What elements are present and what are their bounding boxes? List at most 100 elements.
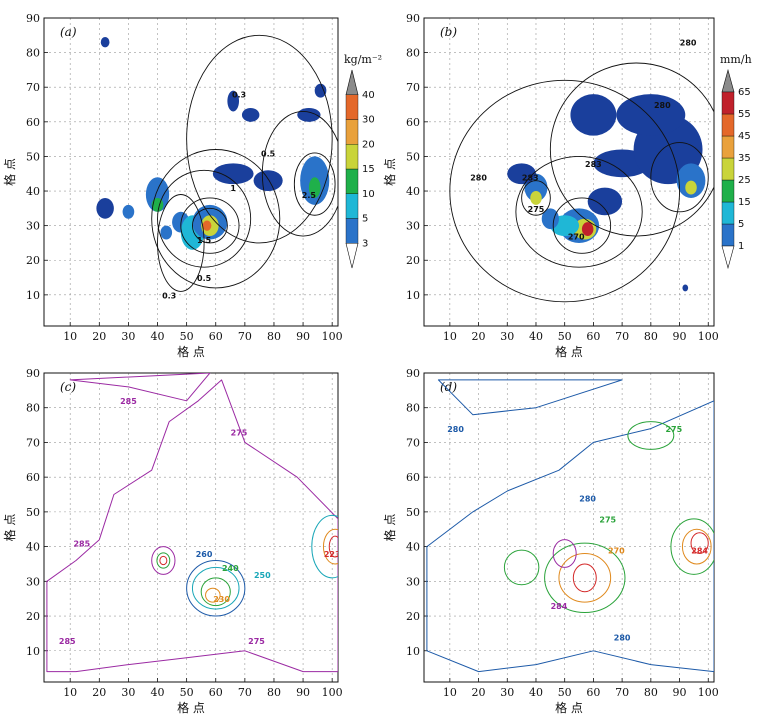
contour-line <box>544 542 626 614</box>
shaded-area <box>541 208 559 230</box>
colorbar-segment <box>721 135 735 159</box>
panel-label: (b) <box>440 25 457 39</box>
y-tick-label: 30 <box>406 220 420 233</box>
contour-line <box>46 379 338 673</box>
y-axis-label: 格 点 <box>2 514 17 542</box>
colorbar-segment <box>721 223 735 247</box>
x-tick-label: 70 <box>615 330 629 343</box>
panel-d: 10 20 30 40 50 60 70 80 90 100 10 20 30 40 50 60 70 80 90 格… <box>382 367 719 715</box>
colorbar-segment <box>345 168 359 194</box>
plot-frame <box>43 17 339 327</box>
contour-label: 280 <box>654 101 671 110</box>
colorbar-tick-label: 65 <box>738 87 751 98</box>
x-tick-label: 90 <box>673 330 687 343</box>
shaded-area <box>308 177 321 198</box>
colorbar-tick-label: 15 <box>362 164 375 175</box>
x-tick-label: 60 <box>586 330 600 343</box>
contour-line <box>192 207 228 244</box>
y-tick-label: 20 <box>26 610 40 623</box>
x-tick-label: 90 <box>296 686 310 699</box>
x-tick-label: 70 <box>238 686 252 699</box>
colorbar-segment <box>721 157 735 181</box>
y-tick-label: 10 <box>406 289 420 302</box>
x-tick-label: 100 <box>322 686 343 699</box>
contour-label: 283 <box>522 174 539 183</box>
shaded-area <box>160 225 173 240</box>
colorbar-bottom-arrow <box>345 242 359 269</box>
contour-line <box>151 546 176 575</box>
y-tick-label: 40 <box>406 541 420 554</box>
y-tick-label: 30 <box>406 575 420 588</box>
contour-line <box>186 34 333 244</box>
contour-line <box>426 400 714 673</box>
x-tick-label: 20 <box>472 686 486 699</box>
y-tick-label: 50 <box>26 150 40 163</box>
shaded-area <box>122 204 135 219</box>
x-tick-label: 60 <box>586 686 600 699</box>
x-tick-label: 10 <box>443 686 457 699</box>
y-axis-label: 格 点 <box>2 158 17 186</box>
x-tick-label: 80 <box>267 330 281 343</box>
contour-label: 275 <box>248 637 265 646</box>
shaded-area <box>145 177 170 212</box>
colorbar-unit: kg/m⁻² <box>344 53 382 66</box>
contour-label: 275 <box>528 205 545 214</box>
y-tick-label: 20 <box>406 254 420 267</box>
y-tick-label: 40 <box>26 185 40 198</box>
shaded-area <box>587 187 623 216</box>
contour-label: 0.5 <box>197 274 212 283</box>
colorbar-tick-label: 40 <box>362 90 375 101</box>
colorbar-segment <box>721 91 735 115</box>
contour-line <box>159 555 168 566</box>
plot-frame <box>43 372 339 683</box>
contour-line <box>261 111 338 237</box>
y-tick-label: 90 <box>406 367 420 380</box>
y-tick-label: 10 <box>406 645 420 658</box>
contour-label: 0.3 <box>232 91 246 100</box>
plot-frame <box>423 17 715 327</box>
contour-line <box>515 155 643 268</box>
contour-label: 283 <box>585 160 602 169</box>
colorbar-tick-label: 20 <box>362 139 375 150</box>
contour-line <box>322 528 338 565</box>
x-tick-label: 30 <box>121 686 135 699</box>
contour-label: 284 <box>691 547 708 556</box>
x-tick-label: 90 <box>673 686 687 699</box>
contour-label: 280 <box>614 633 631 642</box>
contour-label: 0.3 <box>162 291 176 300</box>
shaded-area <box>530 191 542 205</box>
x-axis-label: 格 点 <box>555 700 583 715</box>
contour-label: 280 <box>470 174 487 183</box>
contour-line <box>552 197 612 254</box>
colorbar-tick-label: 30 <box>362 115 375 126</box>
contour-line <box>311 514 338 579</box>
x-tick-label: 50 <box>180 686 194 699</box>
contour-label: 270 <box>608 547 625 556</box>
contour-line <box>191 566 240 610</box>
plot-area: 280 280 280 283 283 275 270 <box>449 39 714 303</box>
colorbar-unit: mm/h <box>720 53 752 66</box>
colorbar-segment <box>721 113 735 137</box>
shaded-area <box>676 163 706 198</box>
colorbar-tick-label: 5 <box>362 214 368 225</box>
y-tick-label: 50 <box>406 150 420 163</box>
shaded-area <box>314 83 327 98</box>
colorbar-segment <box>345 193 359 219</box>
y-tick-label: 70 <box>406 81 420 94</box>
x-axis-label: 格 点 <box>177 344 205 359</box>
panel-a: 10 20 30 40 50 60 70 80 90 100 10 20 30 40 50 60 70 80 90 格… <box>2 12 382 359</box>
x-tick-label: 70 <box>615 686 629 699</box>
contour-label: 285 <box>120 397 137 406</box>
y-tick-label: 70 <box>406 436 420 449</box>
shaded-area <box>507 163 536 185</box>
shaded-area <box>202 220 212 231</box>
y-tick-label: 60 <box>26 471 40 484</box>
shaded-area <box>100 37 110 48</box>
y-tick-label: 60 <box>406 471 420 484</box>
contour-line <box>437 379 623 416</box>
contour-line <box>186 559 246 617</box>
y-tick-label: 40 <box>406 185 420 198</box>
y-tick-label: 90 <box>406 12 420 25</box>
panel-c: 10 20 30 40 50 60 70 80 90 100 10 20 30 40 50 60 70 80 90 格… <box>2 367 343 715</box>
x-tick-label: 50 <box>558 686 572 699</box>
